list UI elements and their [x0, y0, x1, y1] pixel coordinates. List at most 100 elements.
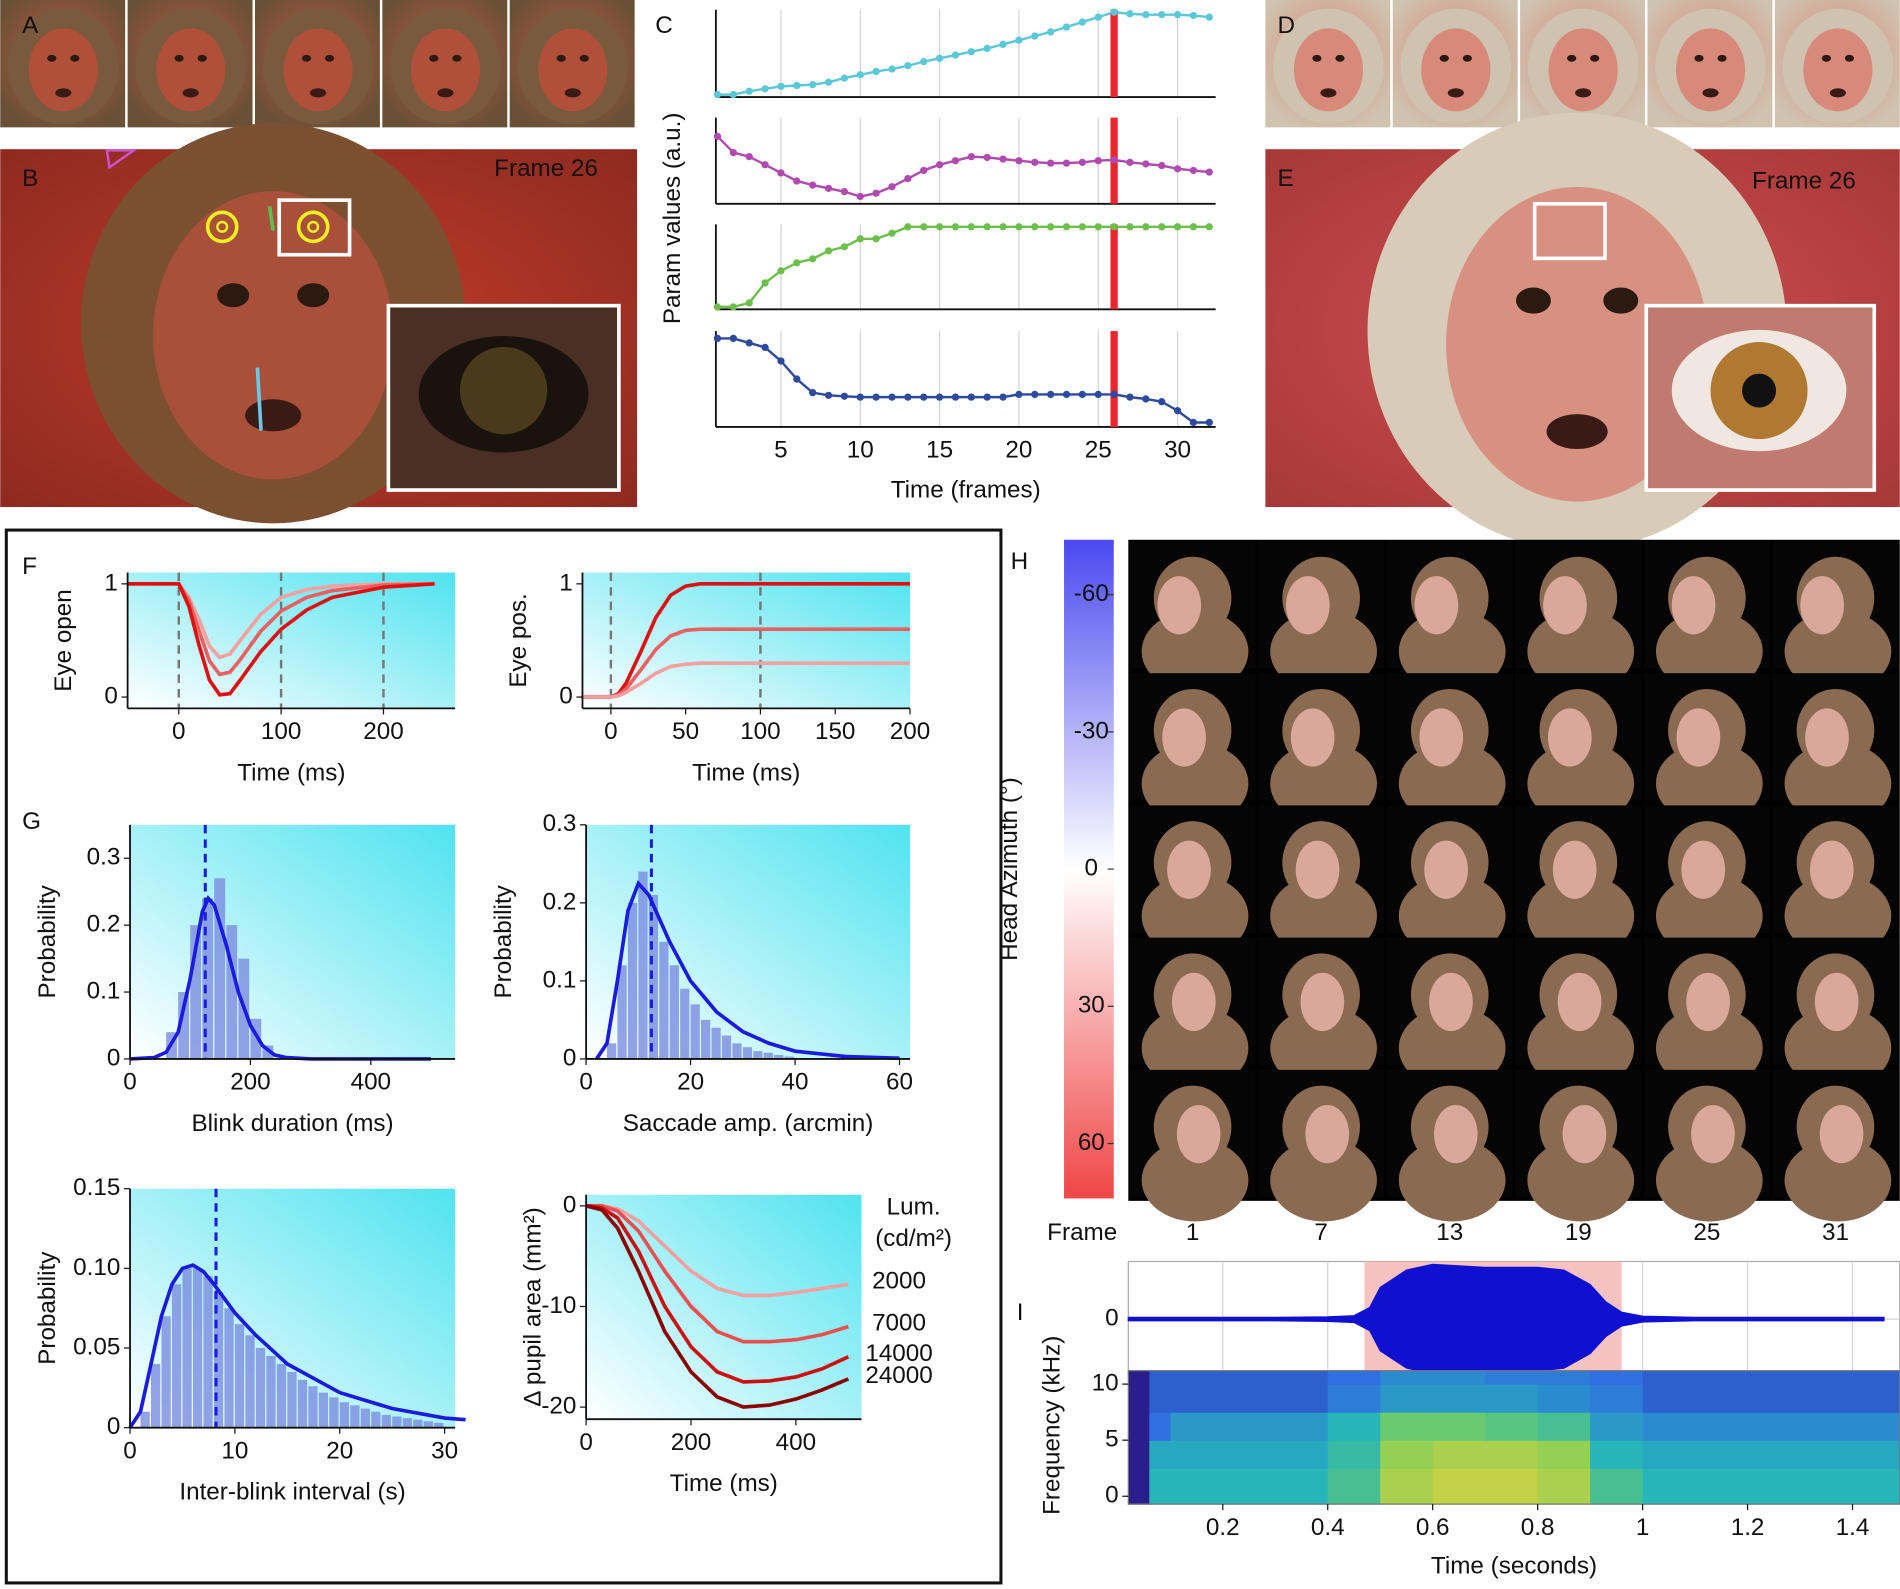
data-point — [856, 235, 864, 243]
data-point — [967, 393, 975, 401]
heatmap-cell — [1800, 1384, 1900, 1413]
bar — [413, 1419, 423, 1428]
y-tick-label: 0.10 — [73, 1254, 120, 1281]
face — [1819, 1105, 1864, 1164]
heatmap-cell — [1432, 1370, 1486, 1385]
heatmap-cell — [1327, 1468, 1381, 1505]
mouth-marker — [255, 367, 263, 431]
mouth — [1575, 88, 1592, 98]
data-point — [967, 153, 975, 161]
body — [1655, 610, 1763, 693]
eye — [1439, 54, 1449, 62]
heatmap-cell — [1149, 1370, 1171, 1385]
y-tick-label: 10 — [1092, 1370, 1119, 1397]
mouth — [245, 399, 302, 432]
heatmap-cell — [1590, 1412, 1644, 1441]
data-point — [840, 74, 849, 82]
data-point — [983, 44, 991, 53]
data-point — [713, 132, 722, 140]
y-tick-label: 0 — [104, 682, 117, 709]
face — [156, 28, 226, 112]
face — [283, 28, 353, 112]
x-tick-label: 200 — [671, 1429, 711, 1456]
data-point — [840, 392, 849, 400]
eye — [429, 54, 439, 62]
data-point — [920, 393, 928, 401]
heatmap-cell — [1222, 1370, 1276, 1385]
data-point — [745, 339, 753, 347]
y-axis-label: Probability — [490, 884, 517, 998]
data-point — [824, 247, 833, 255]
bar — [226, 925, 238, 1059]
heatmap-cell — [1747, 1384, 1801, 1413]
y-tick-label: 0.1 — [87, 977, 121, 1004]
heatmap-cell — [1800, 1412, 1900, 1441]
x-axis-label: Blink duration (ms) — [191, 1110, 393, 1137]
bar — [287, 1371, 297, 1428]
data-point — [1158, 161, 1166, 170]
heatmap-cell — [1642, 1468, 1696, 1505]
eye-marker — [296, 210, 330, 244]
face — [1805, 708, 1849, 767]
series-line — [586, 1204, 849, 1344]
bar — [276, 1363, 287, 1428]
y-tick-label: 0 — [559, 682, 573, 709]
heatmap-cell — [1222, 1468, 1276, 1505]
data-point — [713, 334, 722, 343]
data-point — [967, 48, 975, 56]
face — [1543, 576, 1587, 635]
data-point — [1094, 13, 1102, 21]
x-axis-label: Inter-blink interval (s) — [179, 1479, 405, 1506]
face — [1548, 28, 1618, 112]
data-point — [793, 177, 801, 185]
data-point — [1142, 223, 1150, 231]
bar — [607, 1043, 617, 1059]
mouth — [564, 88, 581, 98]
colorbar-tick-label: 30 — [1078, 992, 1105, 1019]
bar — [434, 1422, 444, 1428]
face — [1547, 708, 1592, 767]
column-label: 1 — [1186, 1219, 1200, 1246]
bar — [774, 1055, 784, 1059]
body — [1527, 1006, 1635, 1090]
mouth — [1447, 88, 1464, 98]
body — [1141, 742, 1249, 825]
x-tick-label: 10 — [221, 1437, 248, 1464]
bar — [659, 941, 669, 1059]
heatmap-cell — [1590, 1440, 1644, 1469]
data-point — [777, 267, 785, 275]
heatmap-cell — [1170, 1384, 1224, 1413]
data-point — [967, 223, 975, 231]
y-tick-label: 0 — [1105, 1482, 1119, 1509]
x-axis-label: Time (frames) — [891, 477, 1041, 504]
heatmap-cell — [1380, 1440, 1434, 1469]
x-tick-label: 40 — [782, 1069, 809, 1096]
y-axis-label: Probability — [34, 1251, 61, 1365]
bar — [245, 1335, 255, 1428]
inset-iris — [459, 346, 548, 435]
body — [1527, 874, 1635, 958]
face — [1285, 576, 1330, 635]
y-tick-label: 1 — [104, 569, 117, 596]
bar — [680, 988, 690, 1059]
x-tick-label: 25 — [1085, 437, 1112, 464]
heatmap-cell — [1327, 1384, 1381, 1413]
eye — [1567, 54, 1577, 62]
data-point — [999, 40, 1007, 48]
eye — [301, 54, 312, 62]
series-line — [581, 661, 910, 699]
body — [1270, 1006, 1377, 1090]
data-point — [1110, 223, 1118, 231]
face — [1162, 708, 1206, 767]
column-label: 31 — [1822, 1219, 1849, 1246]
bar — [190, 925, 202, 1059]
bar — [171, 1284, 182, 1428]
eye-marker — [205, 210, 239, 244]
y-tick-label: 0.05 — [73, 1333, 120, 1360]
x-tick-label: 1 — [1636, 1514, 1649, 1541]
data-point — [1047, 390, 1055, 399]
bar — [690, 1004, 700, 1059]
body — [1141, 610, 1249, 693]
y-tick-label: 0.3 — [543, 810, 577, 837]
